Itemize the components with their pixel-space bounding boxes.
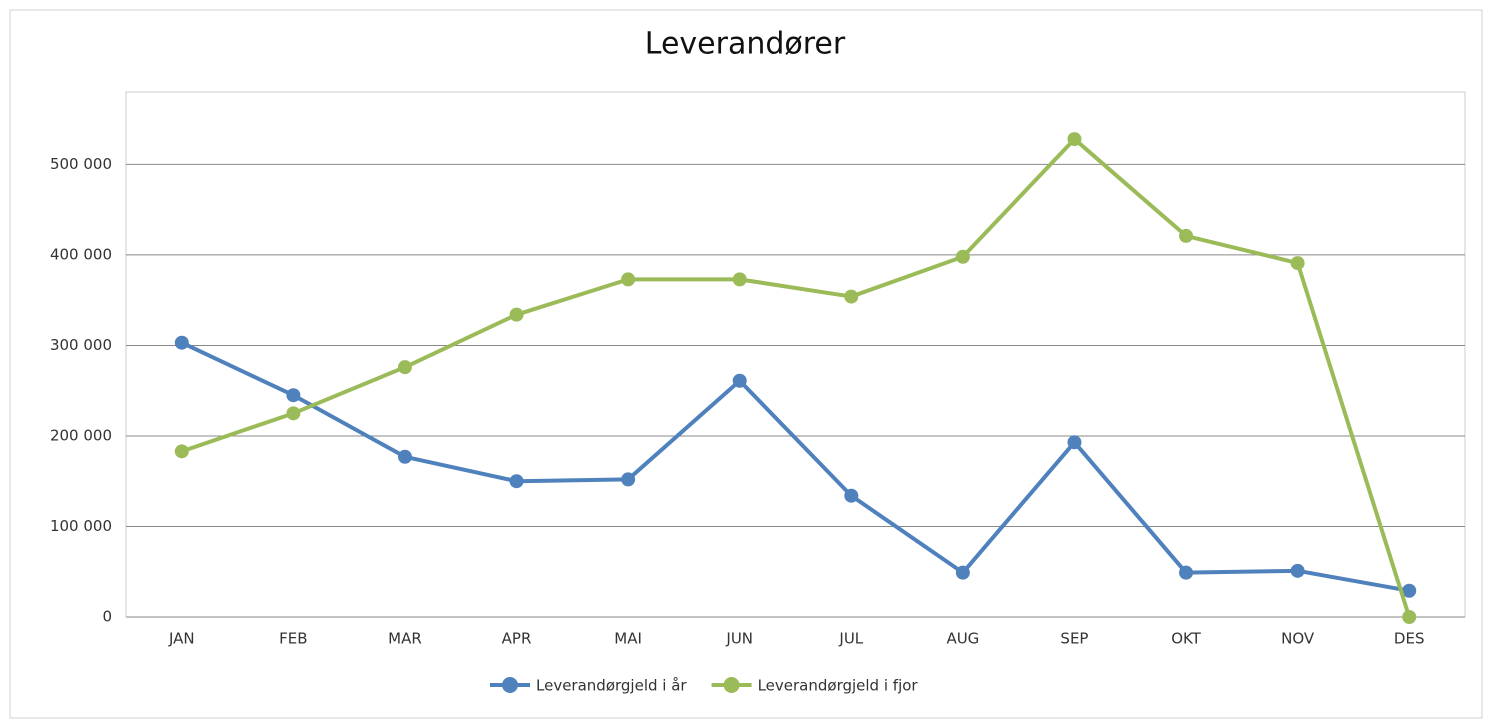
data-point — [844, 488, 859, 503]
data-point — [1290, 563, 1305, 578]
data-point — [286, 406, 301, 421]
data-point — [509, 307, 524, 322]
data-point — [732, 272, 747, 287]
x-tick-label: NOV — [1281, 630, 1315, 648]
y-tick-label: 100 000 — [50, 517, 112, 535]
x-tick-label: FEB — [279, 630, 307, 648]
data-point — [955, 565, 970, 580]
legend-marker — [723, 677, 740, 693]
series-line — [181, 137, 1412, 618]
y-tick-label: 200 000 — [50, 426, 112, 444]
y-tick-label: 300 000 — [50, 336, 112, 354]
data-point — [621, 272, 636, 287]
x-tick-label: MAR — [388, 630, 422, 648]
data-point — [397, 360, 412, 375]
data-point — [174, 335, 189, 350]
x-tick-label: JAN — [168, 630, 195, 648]
data-point — [1290, 256, 1305, 271]
data-point — [1402, 583, 1417, 598]
data-point — [1179, 228, 1194, 243]
data-point — [397, 449, 412, 464]
chart-title: Leverandører — [645, 27, 846, 62]
data-point — [955, 249, 970, 264]
legend-marker — [502, 677, 518, 693]
x-tick-label: MAI — [614, 630, 642, 648]
data-point — [621, 472, 636, 487]
x-tick-label: JUL — [838, 630, 863, 648]
x-tick-label: APR — [502, 630, 532, 648]
x-tick-label: AUG — [946, 630, 979, 648]
data-point — [1402, 610, 1417, 624]
y-tick-label: 500 000 — [50, 155, 112, 173]
x-tick-label: SEP — [1060, 630, 1088, 648]
data-point — [286, 388, 301, 403]
data-point — [732, 373, 747, 388]
data-point — [1179, 565, 1194, 580]
legend-label: Leverandørgjeld i fjor — [758, 677, 919, 695]
y-tick-label: 400 000 — [50, 245, 112, 263]
legend-label: Leverandørgjeld i år — [536, 677, 687, 695]
y-tick-label: 0 — [102, 608, 112, 626]
chart-frame — [9, 9, 1483, 719]
data-point — [844, 289, 859, 304]
data-point — [1067, 435, 1082, 450]
x-tick-label: JUN — [725, 630, 753, 648]
series-line — [180, 340, 1410, 593]
data-point — [1067, 132, 1082, 147]
x-tick-label: OKT — [1171, 630, 1201, 648]
x-tick-label: DES — [1394, 630, 1425, 648]
data-point — [174, 444, 189, 459]
plot-border — [125, 91, 1466, 617]
data-point — [509, 474, 524, 489]
